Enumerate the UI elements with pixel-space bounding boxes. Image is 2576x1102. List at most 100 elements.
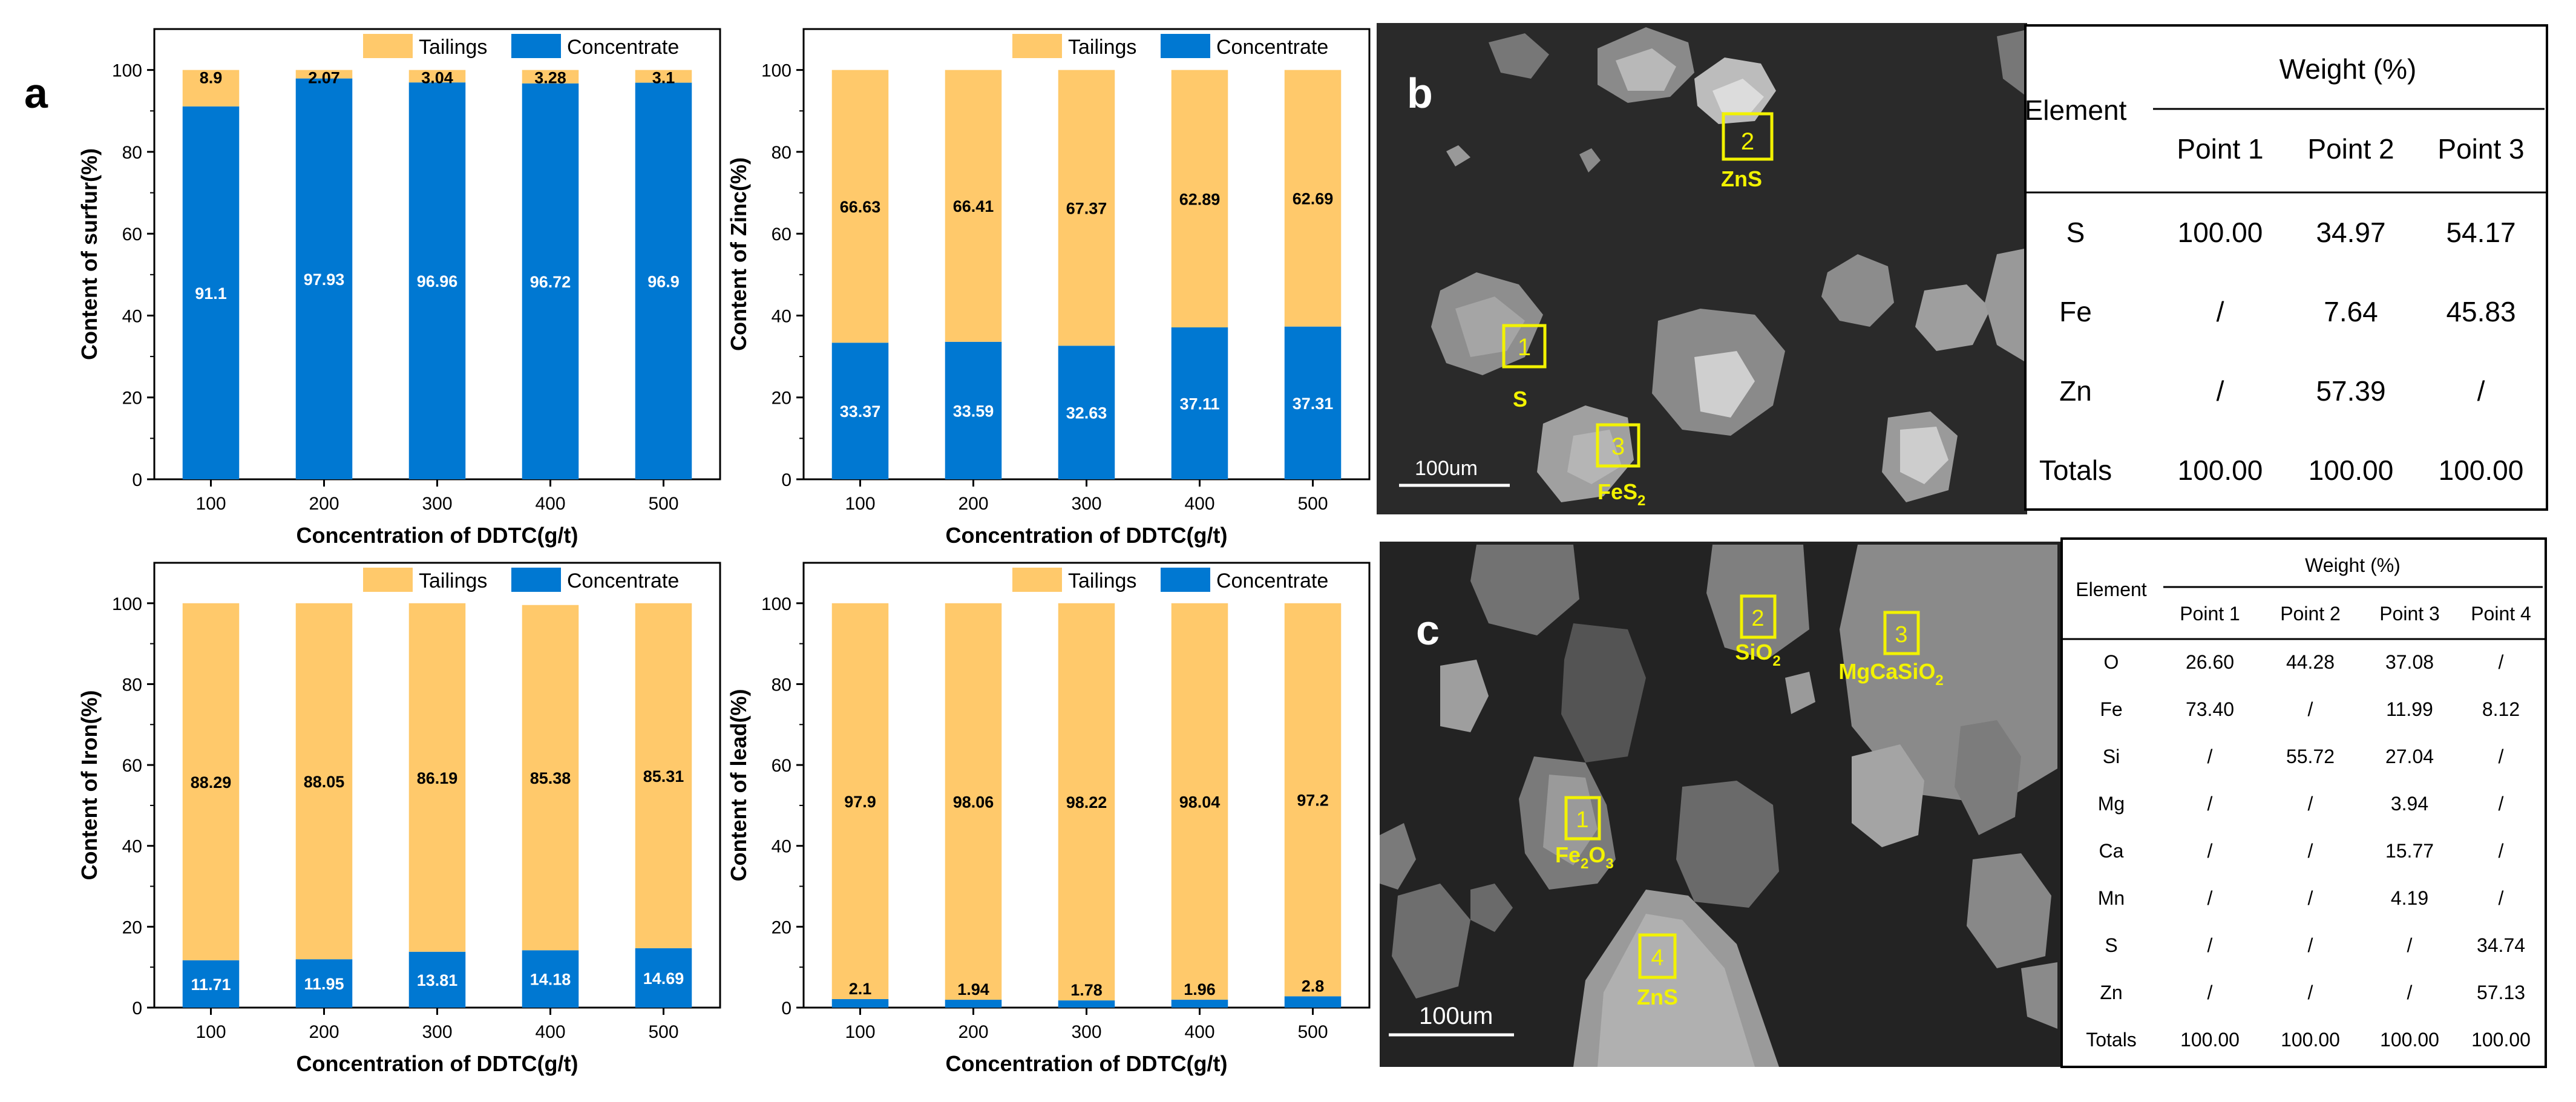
data-label-tailings: 62.89 [1179, 190, 1221, 208]
table-c-cell: 73.40 [2186, 698, 2234, 720]
x-tick-label: 200 [309, 494, 339, 514]
table-b-row-element: Zn [2059, 375, 2092, 407]
y-tick-label: 60 [772, 225, 791, 244]
data-label-concentrate: 33.59 [953, 402, 994, 420]
table-c-cell: 55.72 [2286, 746, 2335, 767]
bar-concentrate [295, 959, 353, 1008]
bar-tailings [945, 603, 1002, 1000]
legend-swatch-concentrate [1161, 34, 1210, 58]
table-c-cell: 34.74 [2477, 934, 2525, 956]
data-label-concentrate: 37.31 [1293, 395, 1334, 413]
table-c-row-element: Mg [2098, 793, 2125, 815]
x-tick-label: 300 [1071, 1022, 1101, 1042]
table-b: Element Weight (%) Point 1 Point 2 Point 3… [2024, 24, 2548, 511]
table-b-cell: / [2217, 296, 2224, 327]
bar-tailings [408, 70, 466, 83]
table-c-cell: / [2207, 934, 2213, 956]
bar-concentrate [408, 82, 466, 479]
panel-label-b: b [1407, 70, 1433, 117]
table-c-cell: 27.04 [2385, 746, 2434, 767]
table-c-cell: 26.60 [2186, 651, 2234, 673]
table-c-row-element: S [2105, 934, 2117, 956]
table-b-row-element: S [2066, 217, 2085, 248]
legend-label-tailings: Tailings [1068, 36, 1136, 59]
table-c-cell: 100.00 [2281, 1029, 2340, 1051]
bar-tailings [182, 603, 240, 960]
y-tick-label: 100 [112, 61, 142, 81]
data-label-tailings: 62.69 [1293, 190, 1334, 208]
table-c-cell: / [2499, 651, 2504, 673]
data-label-tailings: 67.37 [1066, 199, 1107, 217]
table-c-cell: / [2499, 746, 2504, 767]
table-c-cell: / [2207, 840, 2213, 862]
table-c-cell: / [2499, 840, 2504, 862]
table-c-cell: / [2207, 887, 2213, 909]
y-axis-label: Content of lead(%) [726, 689, 751, 882]
x-tick-label: 100 [195, 1022, 226, 1042]
table-b-cell: 45.83 [2446, 296, 2515, 327]
y-axis-label: Content of surfur(%) [77, 148, 102, 360]
table-c-cell: 37.08 [2385, 651, 2434, 673]
bar-tailings [522, 70, 579, 84]
y-tick-label: 40 [772, 306, 791, 326]
x-tick-label: 200 [958, 494, 988, 514]
table-c-row-element: Zn [2100, 982, 2122, 1003]
chart-2: 33.3766.6310033.5966.4120032.6367.373003… [726, 28, 1371, 548]
data-label-tailings: 88.05 [304, 773, 345, 791]
bar-tailings [1284, 70, 1342, 327]
panel-label-a: a [24, 70, 48, 117]
x-tick-label: 500 [648, 494, 678, 514]
x-tick-label: 500 [648, 1022, 678, 1042]
data-label-tailings: 85.38 [530, 769, 571, 787]
bar-concentrate [522, 950, 579, 1008]
data-label-concentrate: 1.94 [957, 980, 989, 999]
bar-tailings [831, 70, 889, 343]
legend-label-tailings: Tailings [1068, 569, 1136, 592]
legend-swatch-concentrate [511, 34, 561, 58]
data-label-concentrate: 91.1 [195, 284, 227, 303]
table-c-col-header: Point 4 [2471, 603, 2531, 625]
data-label-concentrate: 96.9 [647, 272, 680, 290]
bar-concentrate [1171, 999, 1228, 1008]
table-c-col-header: Point 3 [2379, 603, 2440, 625]
sem-c-marker-4-num: 4 [1651, 945, 1663, 971]
sem-image-b: 2 ZnS 1 S 3 FeS2 100um b [1377, 23, 2027, 514]
data-label-tailings: 3.04 [421, 69, 453, 87]
table-c-cell: 11.99 [2386, 698, 2433, 720]
sem-b-marker-2 [1722, 112, 1774, 161]
table-c-cell: / [2308, 793, 2313, 815]
data-label-concentrate: 37.11 [1179, 395, 1219, 413]
data-label-tailings: 3.1 [652, 69, 675, 87]
bar-tailings [522, 605, 579, 951]
table-c-cell: 100.00 [2180, 1029, 2240, 1051]
y-tick-label: 40 [772, 837, 791, 857]
bar-tailings [408, 603, 466, 952]
data-label-tailings: 8.9 [200, 69, 223, 87]
x-tick-label: 100 [195, 494, 226, 514]
x-tick-label: 300 [422, 1022, 452, 1042]
data-label-concentrate: 2.1 [849, 980, 872, 998]
data-label-concentrate: 13.81 [417, 971, 458, 989]
bar-tailings [1284, 603, 1342, 997]
sem-b-label-s: S [1513, 387, 1527, 412]
bar-tailings [1171, 70, 1228, 328]
bar-concentrate [1058, 346, 1115, 479]
sem-c-label-mgcasio2: MgCaSiO2 [1838, 659, 1943, 689]
bar-tailings [635, 70, 692, 83]
panel-label-c: c [1416, 606, 1440, 654]
x-tick-label: 400 [1184, 1022, 1214, 1042]
table-b-col0-header: Element [2025, 94, 2127, 126]
y-tick-label: 20 [772, 389, 791, 408]
legend-swatch-concentrate [1161, 568, 1210, 592]
y-tick-label: 60 [122, 225, 142, 244]
table-b-cell: 100.00 [2178, 454, 2263, 486]
x-tick-label: 400 [535, 1022, 565, 1042]
table-c-cell: / [2308, 934, 2313, 956]
table-c-cell: 57.13 [2477, 982, 2525, 1003]
data-label-tailings: 97.9 [844, 793, 876, 811]
y-tick-label: 0 [132, 470, 142, 490]
y-tick-label: 20 [772, 917, 791, 937]
y-axis-label: Content of Iron(%) [77, 690, 102, 881]
data-label-tailings: 98.06 [953, 793, 994, 811]
y-tick-label: 80 [122, 143, 142, 163]
